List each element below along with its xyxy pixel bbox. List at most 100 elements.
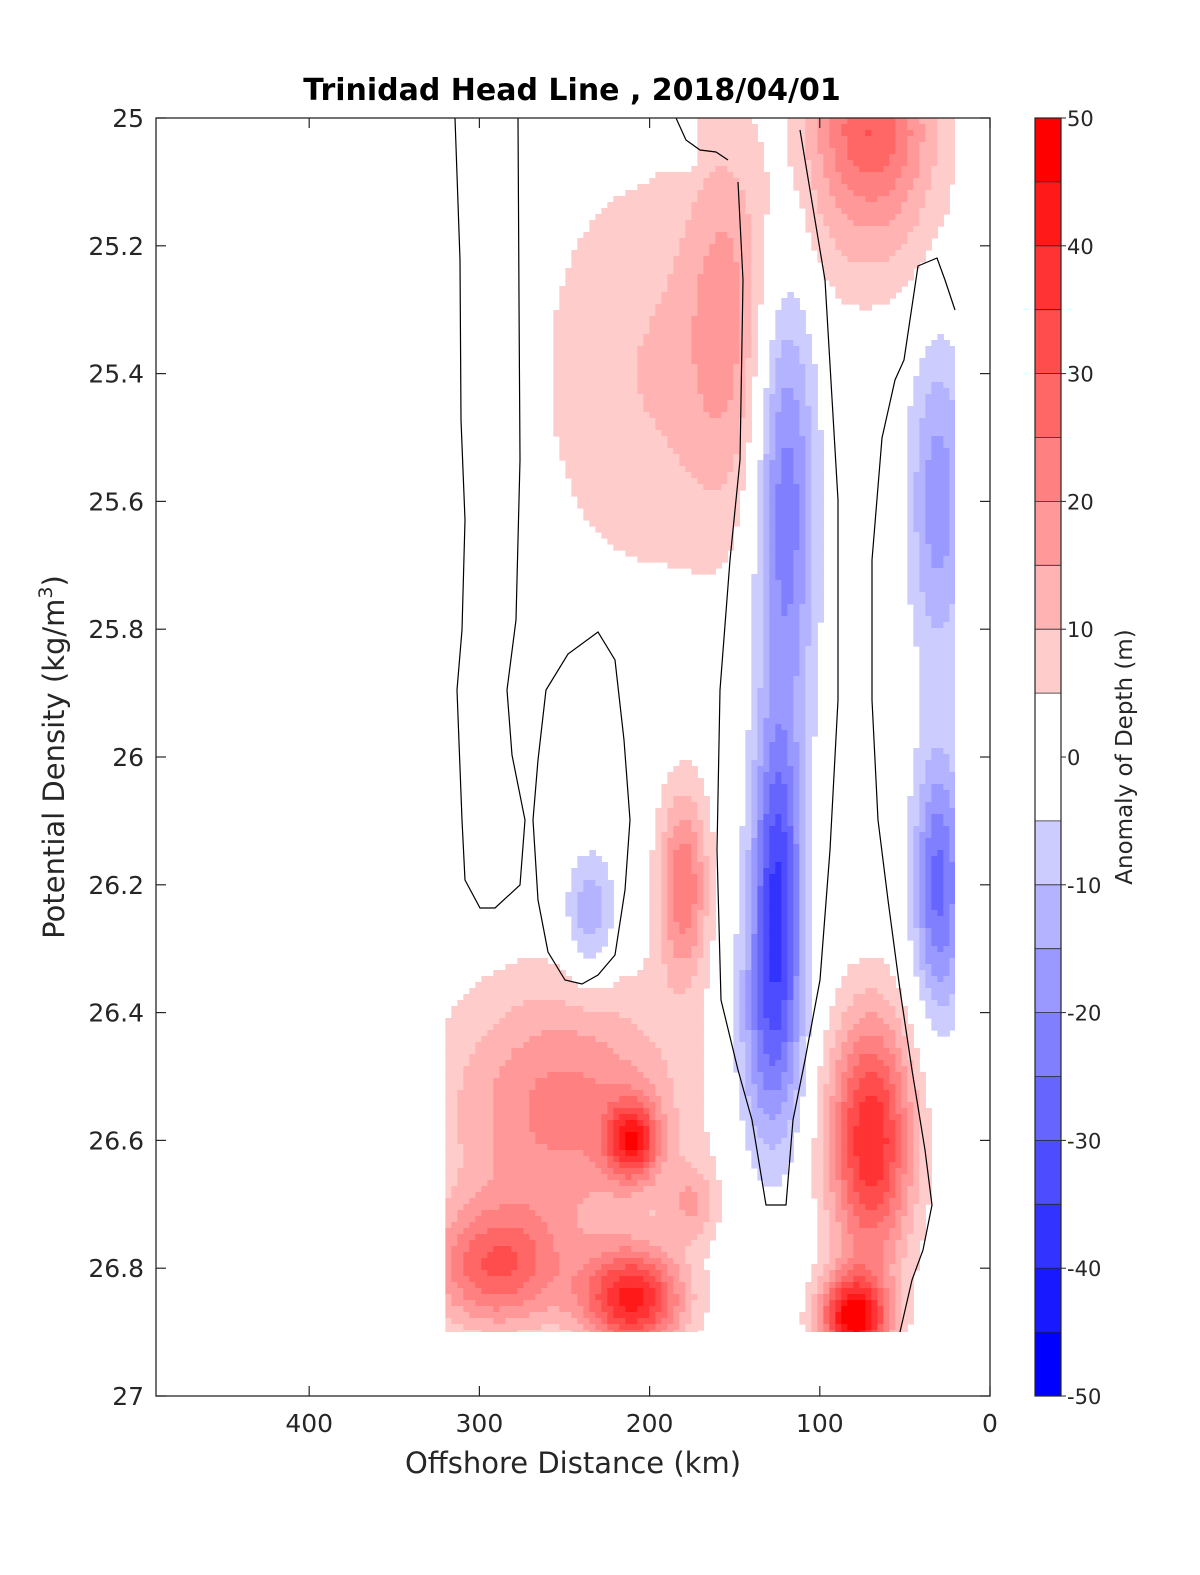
- heatmap-cell: [559, 1150, 566, 1157]
- heatmap-cell: [595, 1198, 602, 1205]
- heatmap-cell: [721, 280, 728, 287]
- heatmap-cell: [589, 1156, 596, 1163]
- heatmap-cell: [493, 1330, 500, 1332]
- heatmap-cell: [673, 448, 680, 455]
- heatmap-cell: [667, 274, 674, 281]
- heatmap-cell: [673, 220, 680, 227]
- heatmap-cell: [583, 298, 590, 305]
- heatmap-cell: [655, 1228, 662, 1235]
- heatmap-cell: [733, 202, 740, 209]
- heatmap-cell: [445, 1114, 452, 1121]
- heatmap-cell: [667, 370, 674, 377]
- heatmap-cell: [685, 358, 692, 365]
- heatmap-cell: [637, 1126, 644, 1133]
- heatmap-cell: [727, 226, 734, 233]
- heatmap-cell: [709, 886, 716, 893]
- heatmap-cell: [715, 304, 722, 311]
- heatmap-cell: [679, 1120, 686, 1127]
- heatmap-cell: [613, 1078, 620, 1085]
- heatmap-cell: [445, 1324, 452, 1331]
- heatmap-cell: [613, 232, 620, 239]
- heatmap-cell: [571, 1324, 578, 1331]
- heatmap-cell: [661, 1048, 668, 1055]
- heatmap-cell: [583, 946, 590, 953]
- heatmap-cell: [655, 232, 662, 239]
- heatmap-cell: [703, 850, 710, 857]
- heatmap-cell: [673, 1168, 680, 1175]
- heatmap-cell: [475, 1072, 482, 1079]
- heatmap-cell: [487, 1150, 494, 1157]
- heatmap-cell: [661, 868, 668, 875]
- heatmap-cell: [703, 916, 710, 923]
- heatmap-cell: [697, 838, 704, 845]
- heatmap-cell: [451, 1036, 458, 1043]
- heatmap-cell: [493, 1270, 500, 1277]
- heatmap-cell: [505, 1252, 512, 1259]
- heatmap-cell: [655, 460, 662, 467]
- heatmap-cell: [601, 886, 608, 893]
- heatmap-cell: [613, 406, 620, 413]
- heatmap-cell: [691, 1108, 698, 1115]
- heatmap-cell: [697, 322, 704, 329]
- heatmap-cell: [649, 964, 656, 971]
- heatmap-cell: [553, 1132, 560, 1139]
- heatmap-cell: [577, 1102, 584, 1109]
- heatmap-cell: [697, 898, 704, 905]
- heatmap-cell: [625, 1126, 632, 1133]
- heatmap-cell: [595, 316, 602, 323]
- heatmap-cell: [613, 310, 620, 317]
- heatmap-cell: [595, 1180, 602, 1187]
- heatmap-cell: [469, 1306, 476, 1313]
- heatmap-cell: [595, 508, 602, 515]
- heatmap-cell: [649, 250, 656, 257]
- heatmap-cell: [571, 1318, 578, 1325]
- heatmap-cell: [607, 1066, 614, 1073]
- heatmap-cell: [649, 292, 656, 299]
- heatmap-cell: [655, 1084, 662, 1091]
- heatmap-cell: [565, 286, 572, 293]
- heatmap-cell: [679, 868, 686, 875]
- heatmap-cell: [727, 496, 734, 503]
- heatmap-cell: [493, 1198, 500, 1205]
- heatmap-cell: [643, 316, 650, 323]
- heatmap-cell: [463, 1054, 470, 1061]
- heatmap-cell: [607, 214, 614, 221]
- heatmap-cell: [445, 1138, 452, 1145]
- heatmap-cell: [631, 346, 638, 353]
- heatmap-cell: [715, 406, 722, 413]
- heatmap-cell: [631, 364, 638, 371]
- heatmap-cell: [727, 130, 734, 137]
- heatmap-cell: [649, 1102, 656, 1109]
- heatmap-cell: [613, 418, 620, 425]
- heatmap-cell: [589, 502, 596, 509]
- heatmap-cell: [499, 1330, 506, 1332]
- heatmap-cell: [535, 970, 542, 977]
- heatmap-cell: [661, 334, 668, 341]
- heatmap-cell: [523, 1210, 530, 1217]
- heatmap-cell: [679, 784, 686, 791]
- heatmap-cell: [469, 1288, 476, 1295]
- heatmap-cell: [589, 886, 596, 893]
- heatmap-cell: [637, 298, 644, 305]
- heatmap-cell: [673, 454, 680, 461]
- heatmap-cell: [637, 988, 644, 995]
- heatmap-cell: [697, 424, 704, 431]
- heatmap-cell: [709, 478, 716, 485]
- heatmap-cell: [661, 514, 668, 521]
- heatmap-cell: [715, 412, 722, 419]
- heatmap-cell: [571, 394, 578, 401]
- heatmap-cell: [481, 1162, 488, 1169]
- heatmap-cell: [631, 1090, 638, 1097]
- heatmap-cell: [637, 250, 644, 257]
- heatmap-cell: [511, 1102, 518, 1109]
- heatmap-cell: [709, 910, 716, 917]
- heatmap-cell: [631, 388, 638, 395]
- heatmap-cell: [613, 1330, 620, 1332]
- heatmap-cell: [661, 1102, 668, 1109]
- heatmap-cell: [607, 1162, 614, 1169]
- heatmap-cell: [619, 1150, 626, 1157]
- heatmap-cell: [655, 838, 662, 845]
- heatmap-cell: [517, 1054, 524, 1061]
- heatmap-cell: [709, 190, 716, 197]
- heatmap-cell: [577, 466, 584, 473]
